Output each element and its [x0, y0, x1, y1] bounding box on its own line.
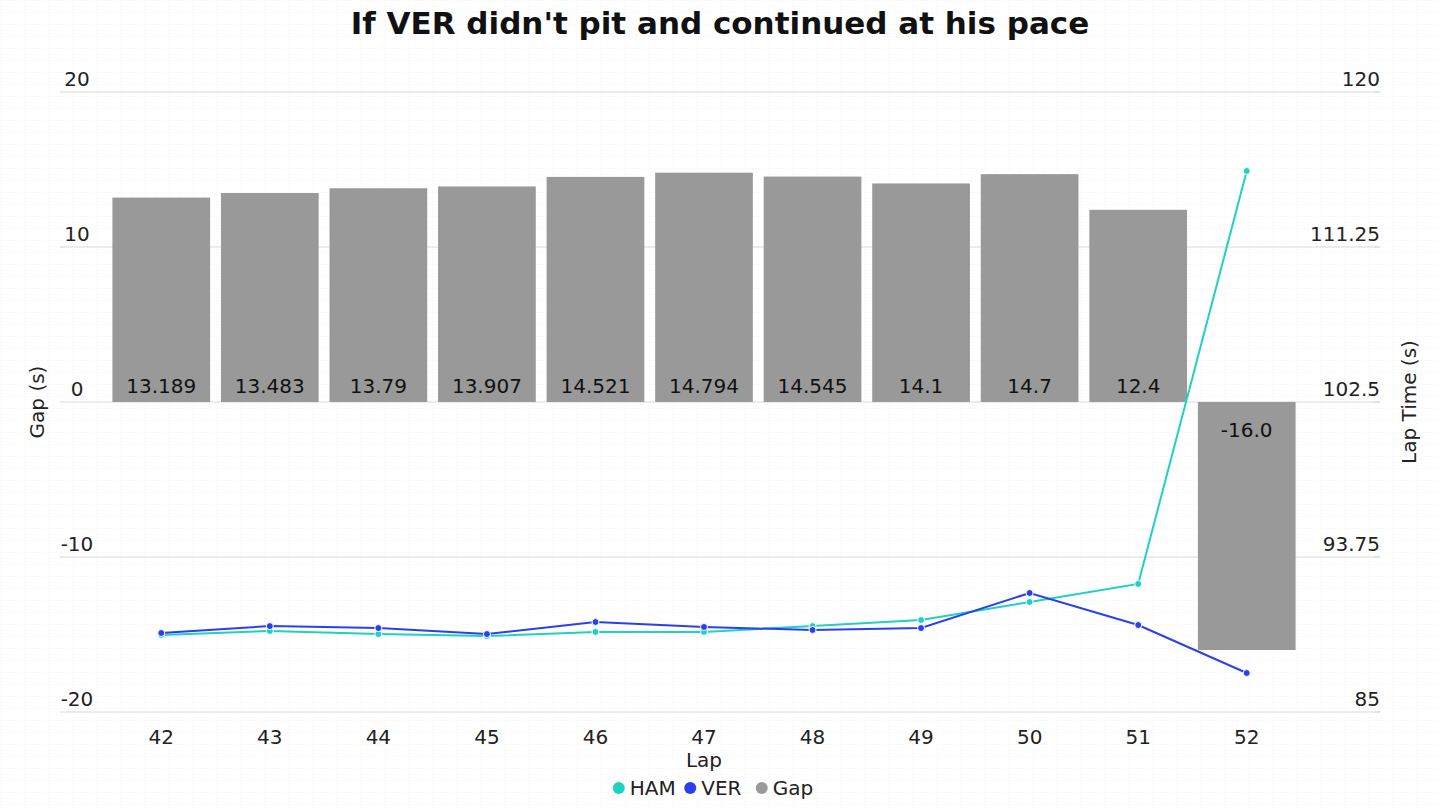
y2-tick [1374, 247, 1380, 248]
data-label: 14.1 [899, 374, 944, 398]
data-label: 14.7 [1007, 374, 1052, 398]
bar [547, 177, 645, 402]
y2-tick-label: 93.75 [1323, 532, 1380, 556]
data-label: 13.483 [235, 374, 305, 398]
legend-swatch [684, 782, 696, 794]
bar [1198, 402, 1296, 650]
data-label: 13.79 [350, 374, 407, 398]
line [161, 171, 1246, 636]
bar [981, 174, 1079, 402]
grid-line [60, 712, 1380, 713]
x-tick-label: 45 [474, 725, 499, 749]
x-tick-label: 51 [1125, 725, 1150, 749]
grid-line [60, 92, 1380, 93]
x-tick-label: 44 [366, 725, 391, 749]
line-marker [1026, 589, 1033, 596]
line-marker [701, 623, 708, 630]
line-marker [809, 626, 816, 633]
line [161, 593, 1246, 673]
x-tick-label: 47 [691, 725, 716, 749]
data-label: 12.4 [1116, 374, 1161, 398]
line-marker [158, 629, 165, 636]
data-labels: 13.189 13.483 13.79 13.907 14.521 14.794 14.54… [126, 374, 1272, 442]
bar [655, 173, 753, 402]
y2-axis-title: Lap Time (s) [1397, 340, 1421, 464]
background [0, 0, 1440, 810]
bar [221, 193, 319, 402]
grid-line [60, 557, 1380, 558]
y2-tick [1374, 712, 1380, 713]
line-marker [483, 631, 490, 638]
y-axis-title: Gap (s) [25, 366, 49, 439]
data-label: 14.545 [778, 374, 848, 398]
line-marker [1243, 670, 1250, 677]
legend: HAM VER Gap [613, 776, 813, 800]
x-tick-label: 43 [257, 725, 282, 749]
y-tick-label: 20 [64, 67, 89, 91]
line-marker [918, 617, 925, 624]
x-tick-label: 52 [1234, 725, 1259, 749]
y2-tick-label: 120 [1342, 67, 1380, 91]
chart: If VER didn't pit and continued at his p… [0, 0, 1440, 810]
y-tick-label: 10 [64, 222, 89, 246]
y2-tick [1374, 92, 1380, 93]
y2-tick-label: 111.25 [1310, 222, 1380, 246]
data-label: 13.189 [126, 374, 196, 398]
data-label: 14.794 [669, 374, 739, 398]
x-tick-label: 42 [149, 725, 174, 749]
line-marker [1026, 598, 1033, 605]
x-tick-label: 49 [908, 725, 933, 749]
y2-tick [1374, 557, 1380, 558]
line-marker [1243, 168, 1250, 175]
bar [872, 183, 970, 402]
x-tick-label: 46 [583, 725, 608, 749]
line-marker [592, 619, 599, 626]
line-marker [1135, 580, 1142, 587]
x-axis-title: Lap [686, 748, 722, 772]
y2-tick-label: 102.5 [1323, 377, 1380, 401]
bar [1089, 210, 1187, 402]
data-label: 13.907 [452, 374, 522, 398]
bar [438, 186, 536, 402]
line-marker [918, 625, 925, 632]
title: If VER didn't pit and continued at his p… [351, 5, 1090, 41]
y-tick-label: 0 [71, 377, 84, 401]
x-tick-label: 48 [800, 725, 825, 749]
data-label: -16.0 [1221, 418, 1273, 442]
line-marker [1135, 622, 1142, 629]
x-tick-label: 50 [1017, 725, 1042, 749]
line-marker [375, 625, 382, 632]
bar [112, 198, 210, 402]
line-marker [592, 628, 599, 635]
line-marker [266, 623, 273, 630]
y-tick-label: -10 [61, 532, 94, 556]
legend-label: VER [701, 776, 741, 800]
bar [330, 188, 428, 402]
legend-label: Gap [773, 776, 813, 800]
legend-label: HAM [630, 776, 676, 800]
y2-tick-label: 85 [1355, 687, 1380, 711]
legend-swatch [756, 782, 768, 794]
plot-area [112, 168, 1295, 677]
y-tick-label: -20 [61, 687, 94, 711]
y2-tick [1374, 402, 1380, 403]
legend-swatch [613, 782, 625, 794]
data-label: 14.521 [560, 374, 630, 398]
bar [764, 177, 862, 402]
